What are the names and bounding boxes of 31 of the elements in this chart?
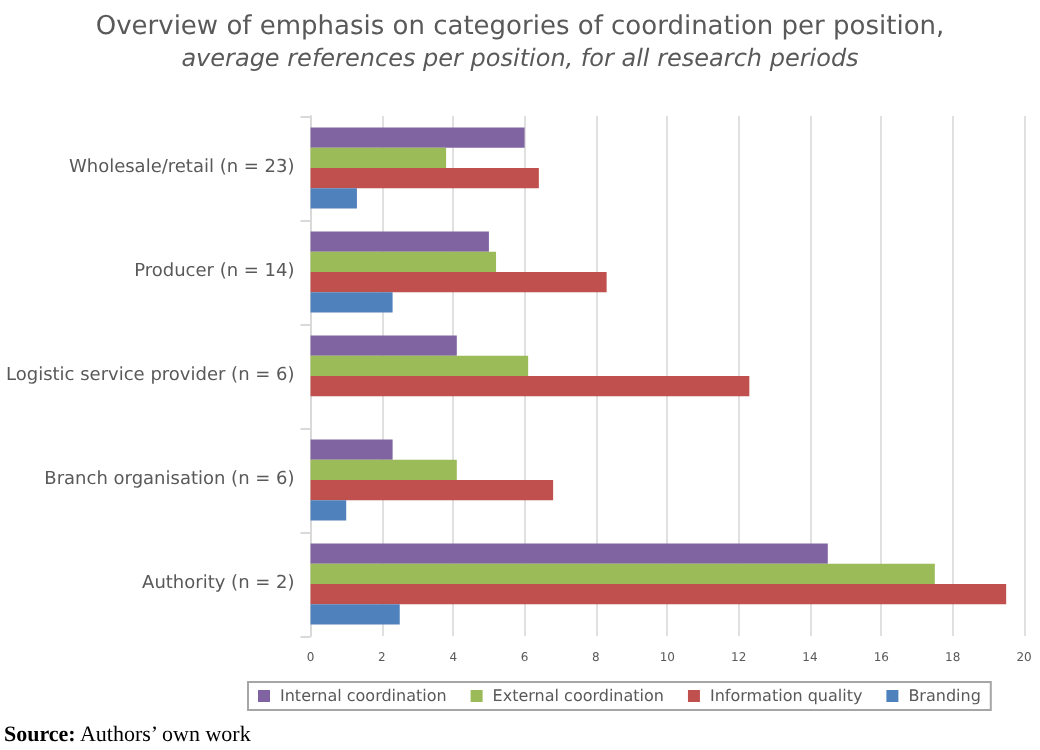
y-tick-label: Logistic service provider (n = 6): [5, 366, 295, 386]
bar: [310, 543, 828, 564]
legend-label: External coordination: [492, 687, 664, 705]
bar: [310, 188, 357, 209]
bar: [310, 376, 750, 397]
bar: [310, 272, 607, 293]
y-tick-label: Producer (n = 14): [134, 262, 295, 282]
bar: [310, 584, 1007, 605]
bar: [310, 500, 347, 521]
y-tick-label: Wholesale/retail (n = 23): [68, 158, 295, 178]
bar: [310, 439, 393, 460]
chart-subtitle: average references per position, for all research periods: [181, 44, 859, 72]
chart-title: Overview of emphasis on categories of coordination per position,: [95, 12, 945, 42]
bar: [310, 480, 554, 501]
bar: [310, 355, 529, 376]
legend-label: Information quality: [709, 687, 863, 705]
bar: [310, 127, 525, 148]
bar: [310, 147, 447, 168]
bar: [310, 604, 400, 625]
bar: [310, 459, 457, 480]
bar: [310, 168, 539, 189]
bar: [310, 231, 489, 252]
bar: [310, 251, 497, 272]
bar: [310, 292, 393, 313]
y-tick-label: Authority (n = 2): [142, 574, 295, 594]
legend-label: Branding: [908, 687, 981, 705]
bar: [310, 335, 457, 356]
y-tick-label: Branch organisation (n = 6): [44, 470, 295, 490]
legend-label: Internal coordination: [280, 687, 447, 705]
bar: [310, 563, 935, 584]
source-note: Source: Authors’ own work: [4, 723, 252, 747]
